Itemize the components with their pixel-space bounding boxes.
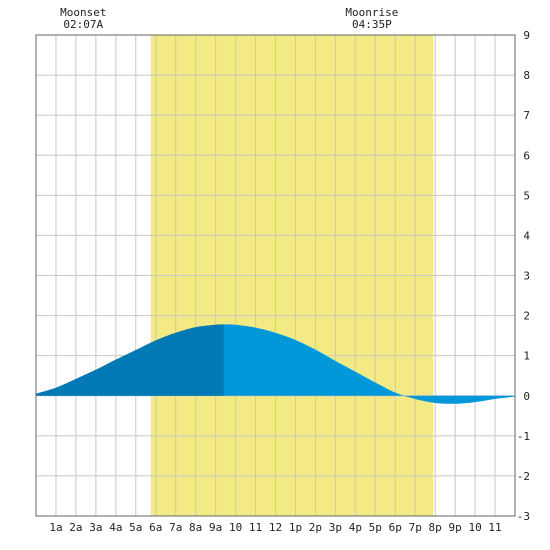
x-tick-label: 4p [349, 521, 362, 534]
tide-area-highlight [36, 324, 224, 396]
y-tick-label: 6 [523, 149, 530, 162]
y-tick-label: 4 [523, 229, 530, 242]
y-tick-label: 3 [523, 270, 530, 283]
y-tick-label: 7 [523, 109, 530, 122]
y-tick-label: 5 [523, 189, 530, 202]
x-tick-label: 3a [89, 521, 102, 534]
x-tick-label: 9a [209, 521, 222, 534]
y-tick-label: 8 [523, 69, 530, 82]
x-tick-label: 5p [369, 521, 382, 534]
annotation-title: Moonset [60, 6, 106, 19]
annotation-title: Moonrise [345, 6, 398, 19]
x-tick-label: 11 [249, 521, 262, 534]
x-tick-label: 9p [449, 521, 462, 534]
x-tick-label: 5a [129, 521, 142, 534]
x-tick-label: 6a [149, 521, 162, 534]
x-tick-label: 1p [289, 521, 302, 534]
y-tick-label: 2 [523, 310, 530, 323]
x-tick-label: 7p [409, 521, 422, 534]
x-tick-label: 7a [169, 521, 182, 534]
y-tick-label: -3 [517, 510, 530, 523]
y-tick-label: 9 [523, 29, 530, 42]
x-tick-label: 8p [429, 521, 442, 534]
x-tick-label: 3p [329, 521, 342, 534]
annotation-time: 04:35P [352, 18, 392, 31]
plot-frame [35, 34, 516, 517]
x-tick-label: 1a [49, 521, 62, 534]
y-tick-label: -1 [517, 430, 530, 443]
x-tick-label: 10 [229, 521, 242, 534]
y-tick-label: -2 [517, 470, 530, 483]
x-tick-label: 4a [109, 521, 122, 534]
x-tick-label: 11 [488, 521, 501, 534]
y-tick-label: 0 [523, 390, 530, 403]
x-tick-label: 12 [269, 521, 282, 534]
x-tick-label: 10 [468, 521, 481, 534]
x-tick-label: 6p [389, 521, 402, 534]
x-tick-label: 8a [189, 521, 202, 534]
y-tick-label: 1 [523, 350, 530, 363]
annotation-time: 02:07A [63, 18, 103, 31]
x-tick-label: 2p [309, 521, 322, 534]
x-tick-label: 2a [69, 521, 82, 534]
